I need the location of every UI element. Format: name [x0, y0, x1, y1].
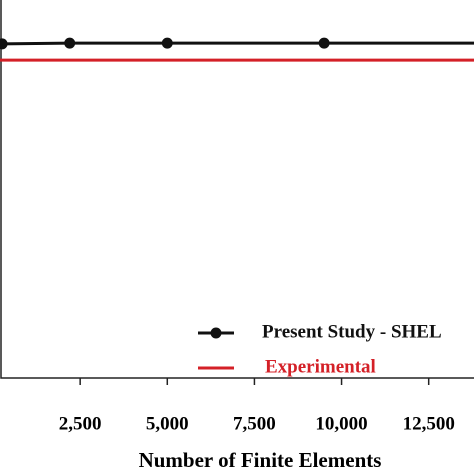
x-tick-label: 5,000 — [146, 413, 189, 434]
plot-frame — [0, 0, 474, 379]
plot-area — [0, 37, 474, 62]
x-axis-label: Number of Finite Elements — [139, 448, 382, 472]
x-tick-label: 12,500 — [403, 413, 455, 434]
x-tick-label: 10,000 — [315, 413, 367, 434]
legend-label: Experimental — [265, 356, 376, 377]
x-tick-label: 2,500 — [59, 413, 102, 434]
legend-marker — [210, 327, 222, 339]
data-point — [161, 37, 173, 49]
data-point — [318, 37, 330, 49]
data-point — [64, 37, 76, 49]
legend-label: Present Study - SHEL — [262, 321, 442, 342]
x-tick-label: 7,500 — [233, 413, 276, 434]
data-point — [0, 38, 8, 50]
